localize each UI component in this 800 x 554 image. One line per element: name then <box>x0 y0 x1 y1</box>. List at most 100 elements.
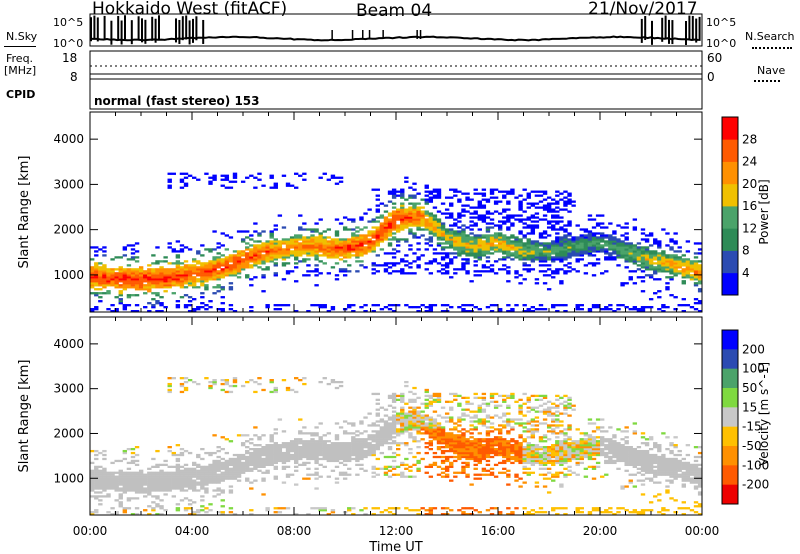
velocity-cell <box>192 380 197 384</box>
power-cell <box>249 284 254 287</box>
velocity-cell <box>118 477 123 480</box>
velocity-cell <box>428 432 434 435</box>
power-cell <box>685 272 691 275</box>
velocity-cell <box>514 459 519 463</box>
velocity-cell <box>118 503 123 506</box>
power-cell <box>493 240 499 243</box>
power-cell <box>334 232 340 235</box>
velocity-cell <box>391 410 397 413</box>
velocity-cell <box>542 463 548 467</box>
velocity-cell <box>94 475 99 478</box>
power-cell <box>498 250 503 253</box>
power-cell <box>232 270 238 273</box>
power-cell <box>640 310 646 313</box>
velocity-cell <box>461 412 466 415</box>
velocity-cell <box>122 485 128 488</box>
power-cell <box>179 248 185 251</box>
power-cell <box>265 268 270 271</box>
power-cell <box>171 272 176 275</box>
power-cell <box>138 276 144 279</box>
velocity-cell <box>98 473 103 476</box>
power-cell <box>681 274 686 277</box>
power-cell <box>408 272 413 275</box>
power-cell <box>640 258 646 261</box>
power-cell <box>538 190 544 193</box>
power-cell <box>412 182 417 185</box>
power-cell <box>224 256 230 259</box>
velocity-cell <box>126 489 132 492</box>
velocity-cell <box>408 416 413 419</box>
velocity-cell <box>294 438 299 441</box>
power-cell <box>400 190 405 193</box>
power-cell <box>363 266 368 269</box>
power-cell <box>351 244 356 247</box>
velocity-cell <box>110 487 115 490</box>
power-cell <box>196 274 201 277</box>
power-cell <box>498 234 503 237</box>
power-cell <box>240 262 246 265</box>
power-cell <box>155 272 160 275</box>
power-cell <box>151 280 156 283</box>
nsearch-underline <box>752 47 792 49</box>
power-cell <box>559 244 564 247</box>
power-cell <box>175 306 181 309</box>
power-cell <box>502 242 507 245</box>
power-cell <box>485 222 491 225</box>
velocity-cell <box>355 442 360 445</box>
velocity-cell <box>273 477 278 480</box>
power-cell <box>318 260 323 263</box>
power-cell <box>624 242 629 245</box>
velocity-cell <box>444 440 450 443</box>
power-cell <box>208 266 213 269</box>
power-cell <box>485 240 491 243</box>
power-cell <box>179 272 185 275</box>
power-cell <box>502 236 507 239</box>
velocity-cell <box>326 513 332 516</box>
power-cell <box>306 236 311 239</box>
velocity-cell <box>391 459 397 463</box>
power-cell <box>245 258 250 261</box>
velocity-cell <box>428 430 434 433</box>
power-cell <box>469 198 474 201</box>
velocity-cell <box>477 408 482 411</box>
power-cell <box>449 242 454 245</box>
power-cell <box>94 272 99 275</box>
power-cell <box>302 240 307 243</box>
power-cell <box>518 242 523 245</box>
velocity-cell <box>469 457 474 461</box>
power-cell <box>351 250 356 253</box>
velocity-cell <box>110 481 115 484</box>
velocity-cell <box>294 469 299 472</box>
velocity-cell <box>122 471 128 474</box>
velocity-cell <box>94 467 99 470</box>
velocity-cell <box>469 416 474 419</box>
power-cell <box>151 254 156 257</box>
velocity-cell <box>420 457 425 461</box>
velocity-cell <box>216 479 221 482</box>
power-cell <box>383 226 389 229</box>
power-cell <box>444 270 450 273</box>
velocity-cell <box>473 392 478 396</box>
velocity-cell <box>383 473 389 476</box>
power-cell <box>526 254 531 257</box>
velocity-cell <box>506 412 511 415</box>
velocity-cell <box>212 451 217 455</box>
power-cell <box>322 250 327 253</box>
power-cell <box>404 226 409 229</box>
power-cell <box>212 268 217 271</box>
power-cell <box>334 240 340 243</box>
power-cell <box>322 172 327 175</box>
power-cell <box>424 220 429 223</box>
power-cell <box>94 294 99 297</box>
velocity-cell <box>514 475 519 478</box>
velocity-cell <box>326 453 332 457</box>
power-cell <box>648 234 654 237</box>
power-cell <box>294 244 299 247</box>
velocity-cell <box>383 465 389 468</box>
power-cell <box>661 252 666 255</box>
power-cell <box>122 276 128 279</box>
velocity-cell <box>473 446 478 449</box>
power-cell <box>294 266 299 269</box>
velocity-cell <box>208 453 213 457</box>
power-cell <box>506 246 511 249</box>
